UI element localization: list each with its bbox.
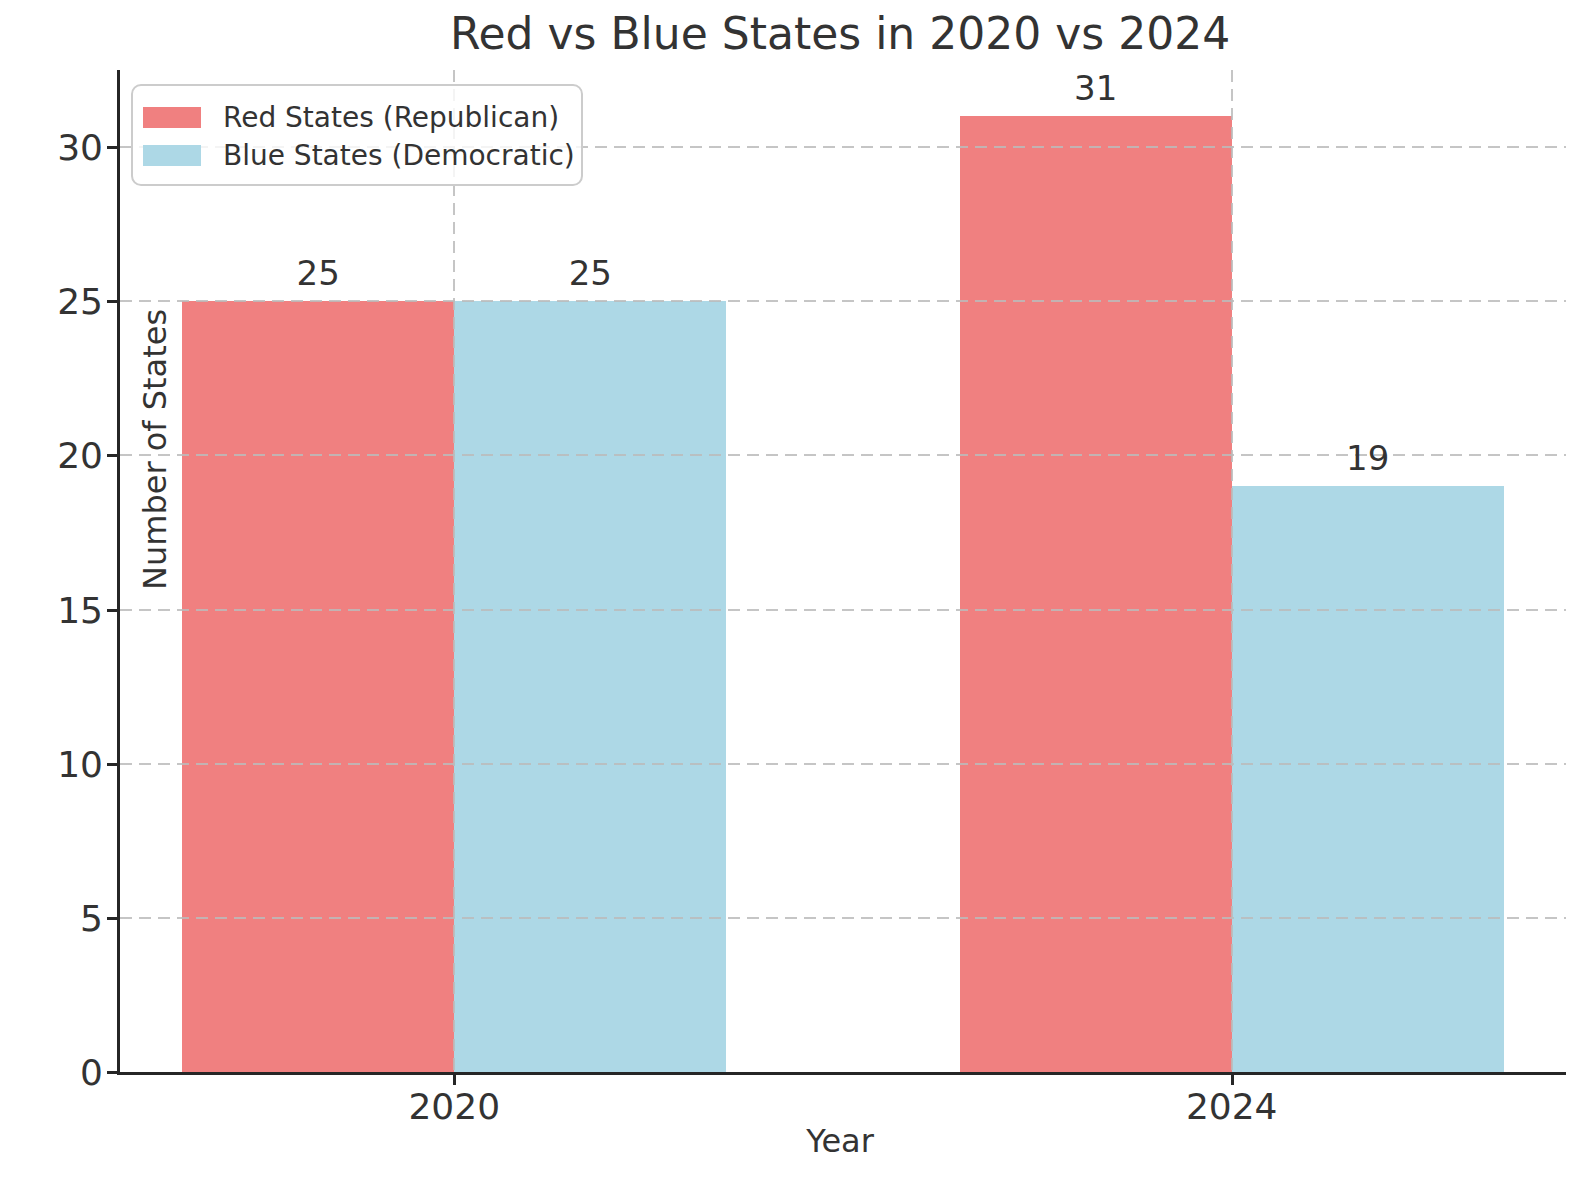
x-tick-mark — [1231, 1075, 1234, 1085]
y-tick-mark — [107, 917, 117, 920]
x-tick-label: 2024 — [1132, 1086, 1332, 1127]
bar-2020-blue — [454, 301, 726, 1072]
gridline-vertical — [1231, 70, 1233, 1072]
bar-value-label: 19 — [1308, 438, 1428, 478]
y-tick-label: 5 — [80, 897, 103, 938]
legend-label-blue: Blue States (Democratic) — [223, 139, 575, 172]
y-tick-label: 30 — [57, 127, 103, 168]
y-tick-label: 10 — [57, 743, 103, 784]
x-tick-mark — [453, 1075, 456, 1085]
bar-2024-blue — [1232, 486, 1504, 1072]
gridline-vertical — [453, 70, 455, 1072]
y-tick-mark — [107, 1071, 117, 1074]
y-tick-label: 25 — [57, 281, 103, 322]
y-tick-label: 0 — [80, 1052, 103, 1093]
legend-item-blue-states: Blue States (Democratic) — [143, 136, 565, 174]
plot-area: 25 31 25 19 — [117, 70, 1566, 1075]
bar-2024-red — [960, 116, 1232, 1072]
legend-item-red-states: Red States (Republican) — [143, 98, 565, 136]
y-tick-mark — [107, 300, 117, 303]
gridline-horizontal — [120, 300, 1566, 302]
bar-2020-red — [182, 301, 454, 1072]
y-tick-mark — [107, 454, 117, 457]
y-tick-mark — [107, 146, 117, 149]
y-tick-label: 15 — [57, 589, 103, 630]
figure-canvas: Red vs Blue States in 2020 vs 2024 25312… — [0, 0, 1580, 1180]
legend-label-red: Red States (Republican) — [223, 101, 559, 134]
x-tick-label: 2020 — [354, 1086, 554, 1127]
bar-value-label: 25 — [530, 253, 650, 293]
bar-value-label: 31 — [1036, 68, 1156, 108]
gridline-horizontal — [120, 917, 1566, 919]
legend-swatch-red — [143, 107, 201, 128]
gridline-horizontal — [120, 609, 1566, 611]
gridline-horizontal — [120, 763, 1566, 765]
y-tick-mark — [107, 609, 117, 612]
bar-value-label: 25 — [258, 253, 378, 293]
x-axis-title: Year — [117, 1122, 1563, 1160]
legend: Red States (Republican) Blue States (Dem… — [131, 84, 583, 186]
chart-title: Red vs Blue States in 2020 vs 2024 — [117, 8, 1563, 59]
y-tick-mark — [107, 763, 117, 766]
y-tick-label: 20 — [57, 435, 103, 476]
legend-swatch-blue — [143, 145, 201, 166]
y-axis-title: Number of States — [136, 309, 174, 590]
